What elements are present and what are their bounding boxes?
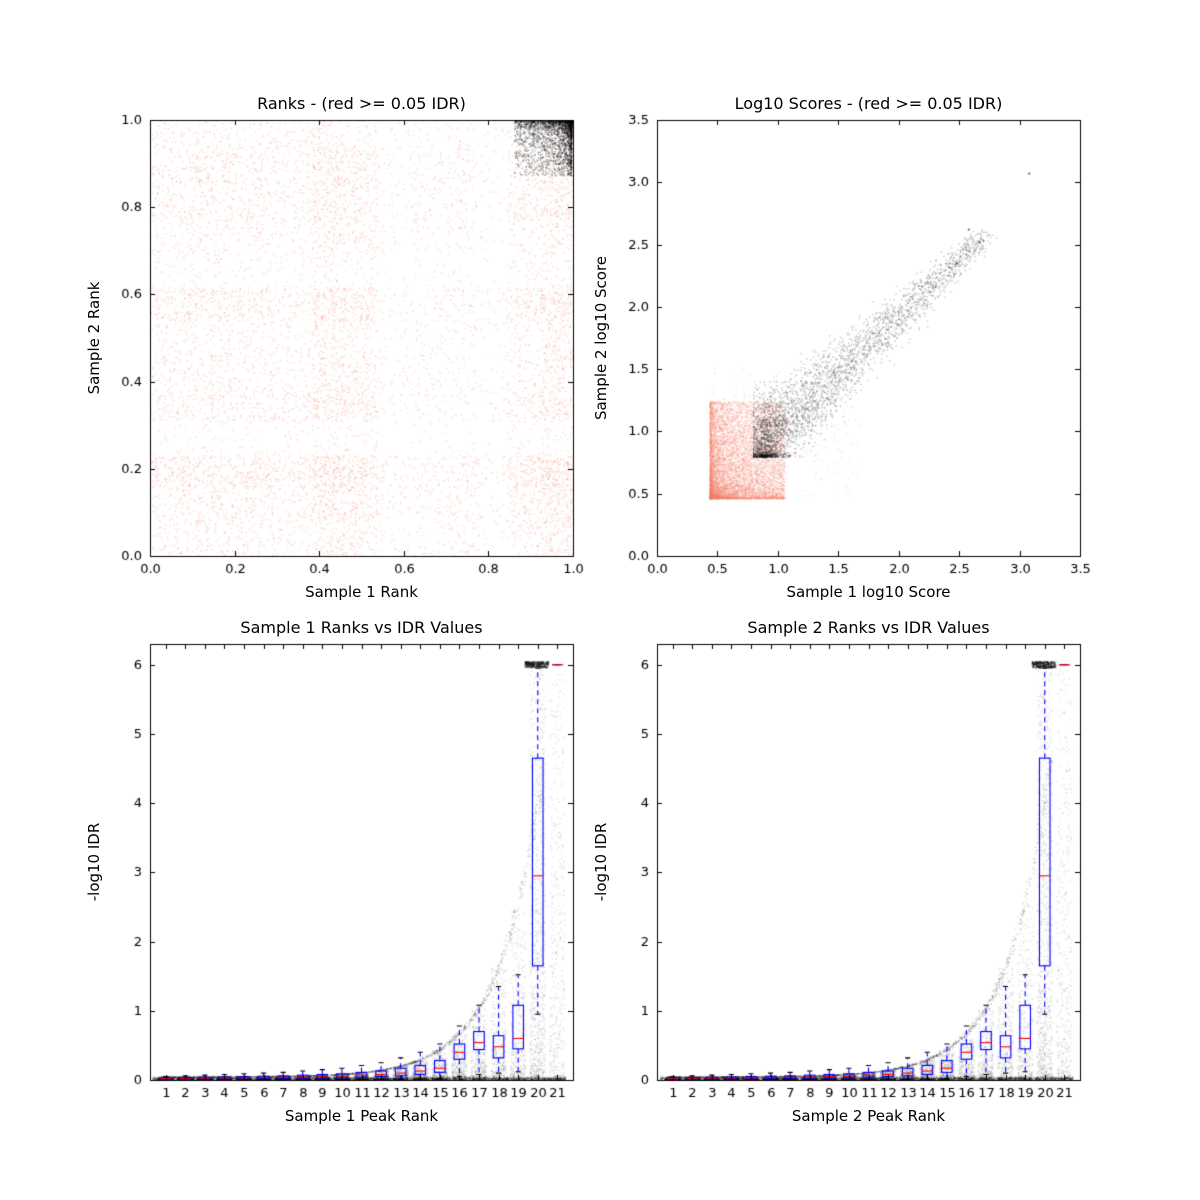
ranks-plot-title: Ranks - (red >= 0.05 IDR) (257, 94, 466, 113)
scores-plot-title: Log10 Scores - (red >= 0.05 IDR) (734, 94, 1003, 113)
sample1-idr-plot-ylabel: -log10 IDR (85, 822, 103, 902)
sample2-idr-plot-title: Sample 2 Ranks vs IDR Values (747, 618, 990, 637)
scores-plot-ylabel: Sample 2 log10 Score (592, 255, 610, 421)
ranks-plot-ylabel: Sample 2 Rank (85, 281, 103, 395)
sample1-idr-plot-xlabel: Sample 1 Peak Rank (284, 1107, 439, 1125)
ranks-plot-xlabel: Sample 1 Rank (305, 583, 418, 601)
sample2-idr-plot-xlabel: Sample 2 Peak Rank (791, 1107, 946, 1125)
sample2-idr-plot-ylabel: -log10 IDR (592, 822, 610, 902)
scores-plot-xlabel: Sample 1 log10 Score (786, 583, 951, 601)
sample1-idr-plot-title: Sample 1 Ranks vs IDR Values (240, 618, 483, 637)
